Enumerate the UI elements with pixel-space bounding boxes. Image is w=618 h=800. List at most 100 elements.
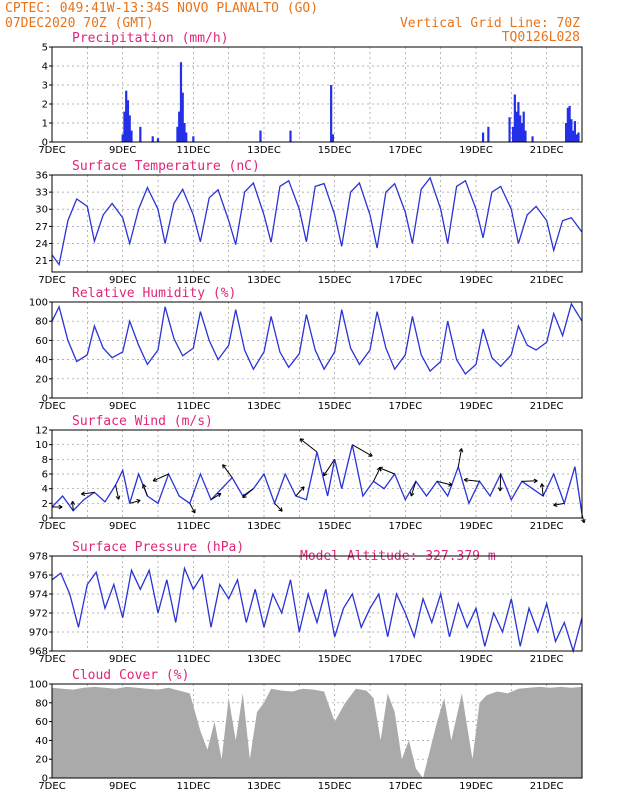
cloud-cover-ytick-label: 20 xyxy=(35,755,48,766)
humidity-title: Relative Humidity (%) xyxy=(72,286,236,301)
wind-arrow xyxy=(553,502,565,507)
precipitation-bar xyxy=(151,136,154,142)
wind-arrow xyxy=(373,466,382,482)
precipitation-bar xyxy=(573,121,577,142)
cloud-cover-ytick-label: 80 xyxy=(35,698,48,709)
humidity-frame xyxy=(51,301,583,399)
precipitation-xtick-label: 11DEC xyxy=(176,145,210,156)
wind-arrow xyxy=(437,480,453,487)
humidity-ytick-label: 0 xyxy=(42,394,48,405)
cloud-cover-xtick-label: 7DEC xyxy=(38,781,65,792)
pressure-title: Surface Pressure (hPa) xyxy=(72,540,244,555)
humidity-ytick-label: 40 xyxy=(35,355,48,366)
precipitation-bar xyxy=(572,130,575,142)
header-station: CPTEC: 049:41W-13:34S NOVO PLANALTO (GO) xyxy=(5,1,318,16)
wind-arrow xyxy=(115,484,121,500)
precipitation-bar xyxy=(330,85,333,142)
precipitation-xtick-label: 17DEC xyxy=(388,145,422,156)
precipitation-bar xyxy=(522,111,525,142)
humidity-panel: 0 20 40 60 80 100 7DEC 9DEC 11DEC 13DEC 15DEC 17DEC… xyxy=(29,286,583,412)
precipitation-xtick-label: 7DEC xyxy=(38,145,65,156)
precipitation-bar xyxy=(570,119,573,142)
wind-arrow xyxy=(295,486,305,497)
cloud-cover-xtick-label: 13DEC xyxy=(247,781,281,792)
header-date: 07DEC2020 70Z (GMT) xyxy=(5,16,154,31)
temperature-xtick-label: 17DEC xyxy=(388,275,422,286)
pressure-ytick-label: 972 xyxy=(29,609,48,620)
cloud-cover-xtick-label: 17DEC xyxy=(388,781,422,792)
precipitation-bar xyxy=(513,94,516,142)
wind-arrow xyxy=(352,444,373,457)
temperature-frame xyxy=(51,174,583,273)
header-grid-line: Vertical Grid Line: 70Z xyxy=(400,16,580,31)
wind-arrow xyxy=(80,491,95,497)
pressure-frame xyxy=(51,555,583,652)
wind-arrow xyxy=(52,504,63,510)
temperature-xtick-label: 15DEC xyxy=(318,275,352,286)
temperature-ytick-label: 24 xyxy=(35,239,48,250)
temperature-xtick-label: 11DEC xyxy=(176,275,210,286)
pressure-xtick-label: 7DEC xyxy=(38,654,65,665)
precipitation-frame xyxy=(51,46,583,143)
humidity-ytick-label: 100 xyxy=(29,298,48,309)
precipitation-bar xyxy=(481,132,485,142)
precipitation-xtick-label: 19DEC xyxy=(459,145,493,156)
cloud-cover-ytick-label: 100 xyxy=(29,680,48,691)
temperature-panel: 21 24 27 30 33 36 7DEC 9DEC 11DEC 13DEC 15DEC 17DEC… xyxy=(35,159,583,286)
temperature-ytick-label: 33 xyxy=(35,188,48,199)
precipitation-bar xyxy=(179,62,183,143)
wind-xtick-label: 9DEC xyxy=(109,521,136,532)
wind-xtick-label: 19DEC xyxy=(459,521,493,532)
humidity-ytick-label: 80 xyxy=(35,317,48,328)
precipitation-xtick-label: 21DEC xyxy=(530,145,564,156)
wind-ytick-label: 6 xyxy=(42,470,48,481)
cloud-cover-title: Cloud Cover (%) xyxy=(72,668,189,683)
temperature-xtick-label: 9DEC xyxy=(109,275,136,286)
precipitation-bar xyxy=(192,136,195,142)
precipitation-ytick-label: 0 xyxy=(42,138,48,149)
precipitation-bar xyxy=(566,107,569,142)
wind-arrow xyxy=(210,492,222,501)
precipitation-bar xyxy=(575,134,578,142)
wind-ytick-label: 0 xyxy=(42,514,48,525)
cloud-cover-xtick-label: 11DEC xyxy=(176,781,210,792)
header-model-run: TQ0126L028 xyxy=(502,30,580,45)
pressure-xtick-label: 9DEC xyxy=(109,654,136,665)
precipitation-ytick-label: 5 xyxy=(42,43,48,54)
temperature-ytick-label: 36 xyxy=(35,171,48,182)
humidity-xtick-label: 11DEC xyxy=(176,401,210,412)
wind-ytick-label: 10 xyxy=(35,440,48,451)
pressure-xtick-label: 15DEC xyxy=(318,654,352,665)
wind-ytick-label: 8 xyxy=(42,455,48,466)
precipitation-panel: 0 1 2 3 4 5 7DEC 9DEC 11DEC 13DEC 15DEC 17DEC 19DEC 2… xyxy=(38,31,583,156)
precipitation-bar xyxy=(126,100,130,142)
wind-xtick-label: 15DEC xyxy=(318,521,352,532)
wind-arrow xyxy=(129,498,141,504)
precipitation-xtick-label: 15DEC xyxy=(318,145,352,156)
cloud-cover-xtick-label: 21DEC xyxy=(530,781,564,792)
precipitation-ytick-label: 1 xyxy=(42,119,48,130)
wind-arrow xyxy=(299,438,318,453)
wind-arrow xyxy=(274,502,283,512)
pressure-xtick-label: 19DEC xyxy=(459,654,493,665)
precipitation-xtick-label: 9DEC xyxy=(109,145,136,156)
wind-ytick-label: 12 xyxy=(35,426,48,437)
pressure-line xyxy=(51,565,583,654)
pressure-ytick-label: 976 xyxy=(29,571,48,582)
pressure-xtick-label: 21DEC xyxy=(530,654,564,665)
precipitation-bar xyxy=(156,138,160,142)
precipitation-bar xyxy=(515,111,518,142)
wind-ytick-label: 4 xyxy=(42,484,48,495)
cloud-cover-ytick-label: 40 xyxy=(35,736,48,747)
temperature-ytick-label: 27 xyxy=(35,222,48,233)
precipitation-bar xyxy=(289,130,292,142)
wind-line xyxy=(51,444,583,515)
temperature-xtick-label: 19DEC xyxy=(459,275,493,286)
precipitation-title: Precipitation (mm/h) xyxy=(72,31,229,46)
wind-arrow xyxy=(322,459,336,477)
humidity-xtick-label: 9DEC xyxy=(109,401,136,412)
pressure-ytick-label: 978 xyxy=(29,552,48,563)
temperature-line xyxy=(51,176,583,267)
precipitation-bar xyxy=(176,126,179,142)
